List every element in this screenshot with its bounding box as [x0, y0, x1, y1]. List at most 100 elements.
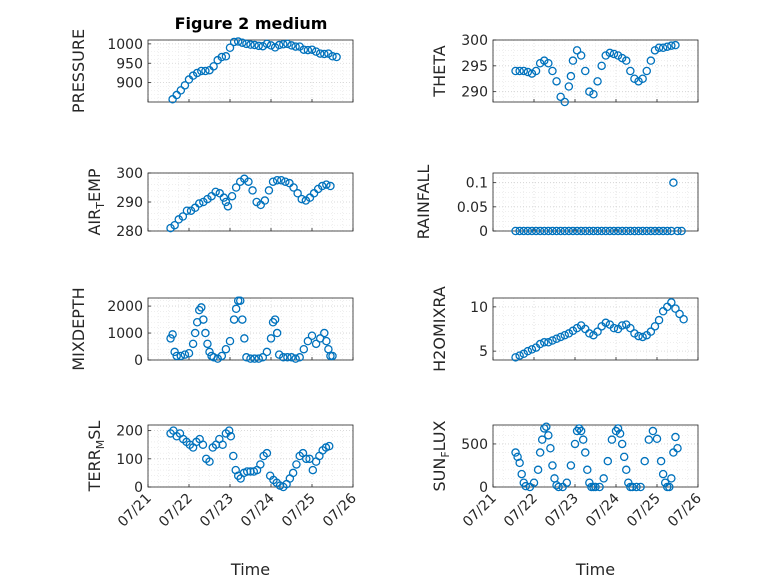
axes-box: [492, 39, 699, 103]
y-tick-label: 100: [116, 452, 143, 468]
data-point: [266, 41, 276, 50]
data-point: [219, 193, 229, 202]
data-point: [562, 478, 572, 487]
data-point: [244, 177, 253, 186]
data-point: [523, 346, 533, 356]
data-point: [170, 347, 179, 357]
data-point: [566, 461, 576, 470]
data-point: [650, 322, 660, 331]
data-point: [527, 345, 537, 354]
axes-box: [147, 39, 354, 103]
data-point: [287, 353, 296, 362]
data-point: [283, 353, 292, 362]
data-point: [601, 226, 611, 236]
data-point: [511, 226, 520, 236]
data-point: [198, 440, 208, 449]
data-point: [638, 332, 647, 342]
data-point: [172, 351, 181, 361]
data-point: [511, 448, 520, 457]
subplot-1: 900 950 1000 PRESSURE: [69, 29, 354, 113]
data-point: [262, 347, 272, 357]
data-point: [578, 435, 588, 444]
data-point: [246, 354, 255, 363]
data-point: [673, 443, 682, 453]
data-point: [250, 354, 259, 363]
data-point: [544, 338, 553, 347]
data-point: [274, 40, 284, 50]
data-point: [626, 66, 635, 76]
data-point: [203, 339, 212, 349]
data-point: [568, 226, 578, 236]
data-point: [626, 226, 635, 236]
data-point: [320, 49, 329, 59]
data-point: [581, 226, 590, 236]
data-point: [328, 52, 337, 61]
y-axis-label: RAINFALL: [414, 165, 433, 240]
data-point: [548, 336, 557, 345]
data-point: [168, 330, 177, 339]
data-point: [560, 226, 570, 236]
data-point: [229, 37, 239, 47]
data-point: [279, 353, 288, 362]
y-tick-label: 1000: [107, 37, 143, 53]
data-point: [242, 353, 251, 362]
data-point: [665, 482, 674, 492]
data-point: [548, 66, 557, 76]
data-point: [576, 51, 586, 60]
data-point: [307, 45, 317, 54]
data-point: [531, 226, 541, 236]
data-point: [658, 226, 668, 236]
data-point: [654, 315, 664, 325]
data-point: [262, 39, 272, 49]
data-point: [199, 315, 208, 324]
data-point: [564, 226, 574, 236]
data-point: [511, 66, 520, 76]
data-point: [679, 315, 688, 324]
data-point: [556, 332, 565, 342]
data-point: [605, 48, 615, 58]
data-point: [609, 323, 619, 333]
data-point: [599, 474, 608, 483]
y-axis-label: TERRMSL: [85, 421, 107, 493]
data-point: [677, 226, 686, 236]
y-tick-label: 295: [461, 59, 488, 75]
data-point: [622, 465, 631, 475]
data-point: [295, 353, 304, 362]
data-point: [542, 422, 551, 431]
data-point: [519, 66, 529, 76]
data-point: [583, 465, 592, 475]
data-point: [619, 452, 629, 462]
y-tick-label: 300: [461, 33, 488, 49]
data-point: [511, 353, 520, 362]
data-point: [221, 344, 231, 354]
data-point: [533, 465, 543, 475]
y-axis-label-part: TERR: [85, 449, 104, 492]
y-tick-label: 5: [479, 344, 488, 360]
data-point: [552, 334, 561, 343]
data-point: [291, 354, 300, 363]
data-point: [308, 465, 318, 475]
data-point: [307, 331, 317, 340]
data-point: [658, 469, 668, 479]
y-tick-label: 0.1: [466, 176, 488, 192]
data-point: [178, 212, 188, 221]
y-tick-label: 290: [461, 85, 488, 101]
data-point: [646, 226, 656, 236]
subplot-6: 5 10 H2OMIXRA: [430, 286, 699, 372]
data-point: [235, 296, 245, 305]
data-point: [572, 426, 582, 436]
y-axis-label: SUNFLUX: [430, 420, 452, 491]
data-point: [644, 435, 654, 444]
data-point: [605, 226, 615, 236]
data-point: [519, 226, 529, 236]
data-point: [675, 309, 684, 319]
y-tick-label: 1000: [107, 326, 143, 342]
data-point: [299, 45, 309, 54]
subplot-4: 0 0.05 0.1 RAINFALL: [414, 165, 699, 240]
data-point: [613, 424, 623, 433]
data-point: [560, 97, 570, 107]
data-point: [537, 435, 547, 444]
data-point: [622, 56, 631, 65]
y-axis-label-part: SL: [85, 421, 104, 440]
data-point: [667, 298, 676, 307]
